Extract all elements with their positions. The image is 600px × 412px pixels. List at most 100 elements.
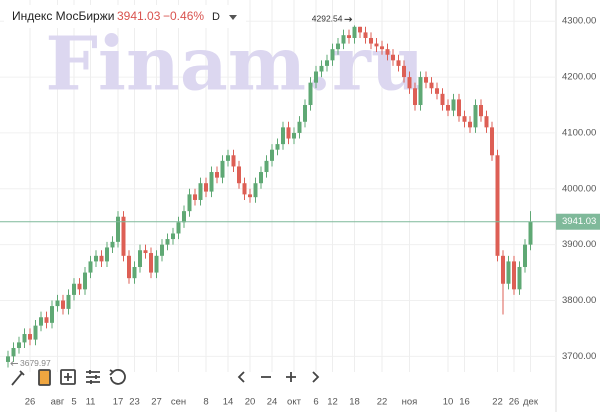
candle-body	[319, 65, 324, 72]
timeframe[interactable]: D	[212, 11, 220, 23]
grid	[0, 0, 557, 412]
candle-body	[479, 105, 483, 117]
candle-body	[215, 172, 219, 178]
candle-body	[523, 244, 527, 267]
candle-body	[259, 172, 263, 184]
candle-body	[50, 306, 54, 323]
candle-body	[94, 255, 98, 262]
y-tick-label: 3900.00	[562, 239, 596, 250]
x-tick-label: 10	[443, 397, 454, 408]
scroll-left[interactable]	[237, 371, 245, 383]
candle-body	[17, 342, 21, 348]
candle-body	[462, 116, 467, 122]
x-tick-label: 16	[459, 397, 470, 408]
candle-body	[6, 356, 10, 362]
candle-body	[402, 65, 406, 78]
candle-body	[193, 194, 197, 200]
candle-body	[171, 233, 175, 240]
candle-body	[457, 99, 461, 117]
candle-body	[88, 261, 93, 273]
reset-tool[interactable]	[109, 369, 126, 385]
candle-body	[490, 127, 494, 156]
annotation-arrow	[10, 361, 18, 366]
x-tick-label: окт	[287, 397, 302, 408]
annotation: 3679.97	[20, 358, 51, 368]
candle-body	[116, 216, 120, 242]
candle-body	[396, 60, 401, 66]
y-tick-label: 4300.00	[562, 16, 596, 27]
candle-body	[11, 347, 16, 357]
candle-body	[286, 127, 291, 139]
candle-body	[352, 26, 357, 38]
candle-body	[248, 194, 252, 198]
candle-body	[182, 211, 186, 223]
scroll-right[interactable]	[312, 371, 320, 383]
candle-body	[55, 300, 60, 307]
candle-body	[380, 46, 384, 50]
candle-body	[22, 334, 27, 343]
draw-tool[interactable]	[11, 370, 25, 386]
candle-body	[446, 105, 450, 111]
candle-body	[33, 325, 38, 340]
x-tick-label: 22	[492, 397, 503, 408]
candle-body	[270, 149, 274, 161]
candle-body	[506, 261, 511, 284]
candle-body	[127, 255, 131, 279]
last-price: 3941.03	[117, 9, 161, 23]
candle-body	[275, 144, 280, 150]
candle-body	[66, 294, 71, 309]
x-tick-label: 26	[25, 397, 36, 408]
candle-body	[484, 116, 489, 128]
candle-body	[83, 272, 87, 290]
candle-body	[391, 54, 395, 61]
x-tick-label: 14	[223, 397, 234, 408]
last-price-box	[556, 213, 600, 230]
x-tick-label: 17	[113, 397, 124, 408]
x-tick-label: дек	[523, 397, 539, 408]
candle-body	[231, 155, 236, 167]
candle-body	[468, 121, 472, 128]
y-tick-label: 3800.00	[562, 295, 596, 306]
price-change: −0.46%	[163, 9, 204, 23]
candle-body	[435, 88, 439, 94]
candle-body	[143, 250, 148, 254]
add-tool[interactable]	[60, 369, 76, 385]
watermark: Finam.ru	[45, 22, 424, 108]
instrument-title: Индекс МосБиржи	[12, 9, 114, 23]
x-tick-label: 8	[203, 397, 208, 408]
candle-body	[226, 155, 230, 161]
y-tick-label: 4100.00	[562, 127, 596, 138]
candle-body	[28, 334, 32, 340]
candle-body	[308, 82, 313, 106]
candle-body	[369, 37, 373, 44]
candle-body	[517, 266, 522, 290]
candle-body	[198, 183, 203, 200]
x-tick-label: 23	[129, 397, 140, 408]
candle-body	[358, 26, 362, 33]
x-tick-label: 6	[313, 397, 318, 408]
y-tick-label: 4200.00	[562, 72, 596, 83]
candle-body	[424, 77, 428, 83]
candle-body	[501, 255, 505, 284]
candle-body	[204, 183, 208, 192]
candle-body	[413, 88, 417, 106]
candle-body	[495, 155, 500, 256]
candle-body	[209, 172, 214, 192]
candle-body	[363, 32, 368, 38]
candle-body	[292, 132, 296, 139]
candle-body	[187, 194, 192, 212]
settings-tool[interactable]	[86, 370, 100, 384]
notes-tool[interactable]	[38, 369, 51, 386]
zoom-in[interactable]	[286, 372, 296, 382]
x-tick-label: ноя	[402, 397, 418, 408]
timeframe-dropdown[interactable]	[229, 15, 237, 20]
candle-body	[341, 35, 346, 44]
candle-body	[121, 216, 126, 256]
toolbar	[11, 369, 320, 386]
candle-body	[72, 283, 76, 295]
candle-body	[281, 127, 285, 145]
x-tick-label: 18	[349, 397, 360, 408]
x-tick-label: сен	[171, 397, 186, 408]
candle-body	[264, 160, 269, 173]
candle-body	[440, 93, 445, 106]
